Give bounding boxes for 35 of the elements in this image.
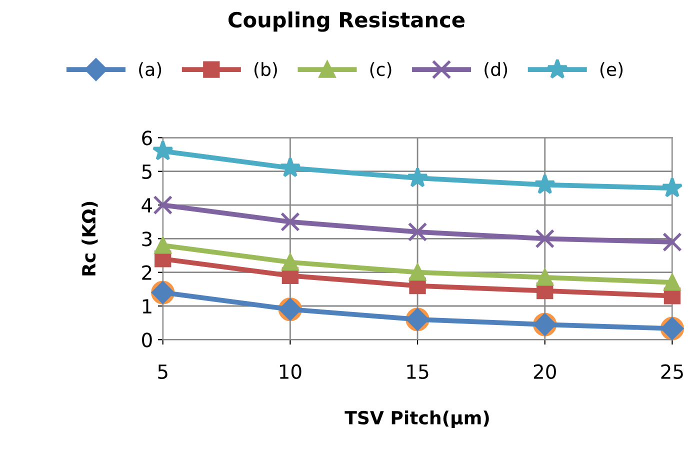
point bbox=[664, 274, 681, 291]
point bbox=[662, 232, 682, 252]
point bbox=[152, 140, 174, 160]
point bbox=[406, 166, 428, 188]
y-tick-label: 4 bbox=[142, 198, 152, 212]
y-tick-label: 2 bbox=[142, 265, 152, 280]
point bbox=[280, 156, 301, 178]
point bbox=[282, 254, 299, 271]
point bbox=[534, 174, 556, 194]
x-tick-label: 15 bbox=[407, 364, 428, 380]
legend-label: (e) bbox=[600, 62, 623, 78]
y-tick-label: 1 bbox=[142, 299, 152, 314]
y-tick-label: 6 bbox=[142, 130, 152, 146]
point bbox=[153, 195, 173, 215]
x-tick-label: 10 bbox=[280, 364, 302, 380]
legend-label: (d) bbox=[484, 62, 508, 78]
y-tick-label: 5 bbox=[142, 164, 152, 180]
x-tick-label: 25 bbox=[661, 364, 683, 380]
point bbox=[536, 269, 554, 286]
x-axis-title: TSV Pitch(µm) bbox=[344, 410, 489, 428]
point bbox=[409, 264, 426, 281]
point bbox=[280, 212, 300, 232]
point bbox=[154, 237, 172, 254]
point bbox=[662, 177, 683, 198]
y-tick-label: 0 bbox=[142, 332, 152, 348]
chart-title: Coupling Resistance bbox=[228, 11, 465, 32]
x-tick-label: 5 bbox=[158, 364, 168, 380]
point bbox=[535, 228, 555, 248]
legend-label: (c) bbox=[370, 62, 392, 78]
legend-label: (a) bbox=[139, 62, 162, 78]
x-tick-label: 20 bbox=[534, 364, 556, 380]
point bbox=[408, 222, 428, 242]
legend-label: (b) bbox=[254, 62, 277, 78]
y-tick-label: 3 bbox=[142, 232, 152, 246]
y-axis-title: Rc (KΩ) bbox=[82, 202, 98, 276]
